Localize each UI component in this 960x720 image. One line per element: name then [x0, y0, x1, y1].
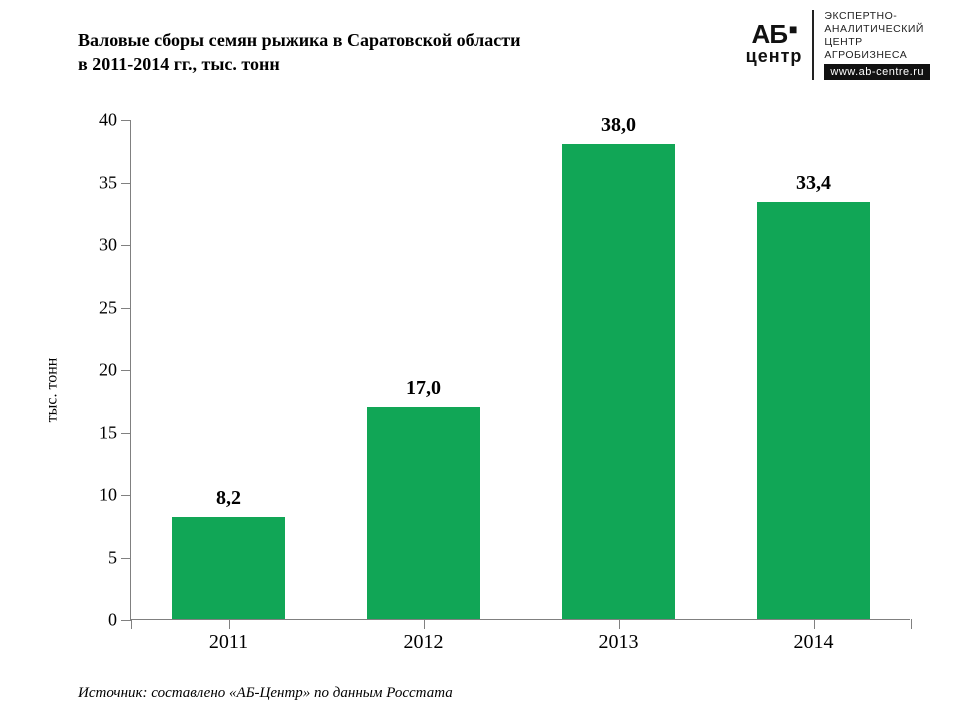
logo-tagline: ЭКСПЕРТНО- АНАЛИТИЧЕСКИЙ ЦЕНТР АГРОБИЗНЕ… — [824, 10, 930, 63]
title-line-2: в 2011-2014 гг., тыс. тонн — [78, 54, 280, 74]
x-tick — [131, 619, 132, 629]
bar-value-label: 33,4 — [757, 172, 870, 195]
bar: 17,0 — [367, 407, 480, 620]
x-tick-label: 2011 — [209, 619, 248, 654]
logo-center-text: центр — [746, 46, 803, 67]
chart-title: Валовые сборы семян рыжика в Саратовской… — [78, 28, 520, 77]
logo-right: ЭКСПЕРТНО- АНАЛИТИЧЕСКИЙ ЦЕНТР АГРОБИЗНЕ… — [814, 10, 930, 80]
title-line-1: Валовые сборы семян рыжика в Саратовской… — [78, 30, 520, 50]
y-tick-label: 10 — [99, 485, 131, 506]
logo-url: www.ab-centre.ru — [824, 64, 930, 80]
y-tick-label: 30 — [99, 235, 131, 256]
y-tick-label: 25 — [99, 297, 131, 318]
y-tick-label: 0 — [108, 610, 131, 631]
logo-ab-row: АБ■ — [752, 23, 797, 48]
y-axis-label: тыс. тонн — [43, 358, 61, 423]
chart-area: тыс. тонн 05101520253035408,2201117,0201… — [60, 120, 930, 660]
bar: 8,2 — [172, 517, 285, 620]
y-tick-label: 20 — [99, 360, 131, 381]
bar: 38,0 — [562, 144, 675, 619]
x-tick-label: 2013 — [599, 619, 639, 654]
logo-dot-icon: ■ — [789, 21, 796, 37]
bar-value-label: 17,0 — [367, 377, 480, 400]
plot-region: 05101520253035408,2201117,0201238,020133… — [130, 120, 910, 620]
bar-value-label: 8,2 — [172, 487, 285, 510]
x-tick — [911, 619, 912, 629]
source-note: Источник: составлено «АБ-Центр» по данны… — [78, 685, 453, 702]
bar: 33,4 — [757, 202, 870, 620]
x-tick-label: 2014 — [794, 619, 834, 654]
logo-ab-text: АБ — [752, 19, 787, 49]
logo-left: АБ■ центр — [746, 10, 815, 80]
x-tick-label: 2012 — [404, 619, 444, 654]
y-tick-label: 35 — [99, 172, 131, 193]
logo: АБ■ центр ЭКСПЕРТНО- АНАЛИТИЧЕСКИЙ ЦЕНТР… — [746, 10, 930, 80]
y-tick-label: 5 — [108, 547, 131, 568]
bar-value-label: 38,0 — [562, 114, 675, 137]
y-tick-label: 40 — [99, 110, 131, 131]
y-tick-label: 15 — [99, 422, 131, 443]
